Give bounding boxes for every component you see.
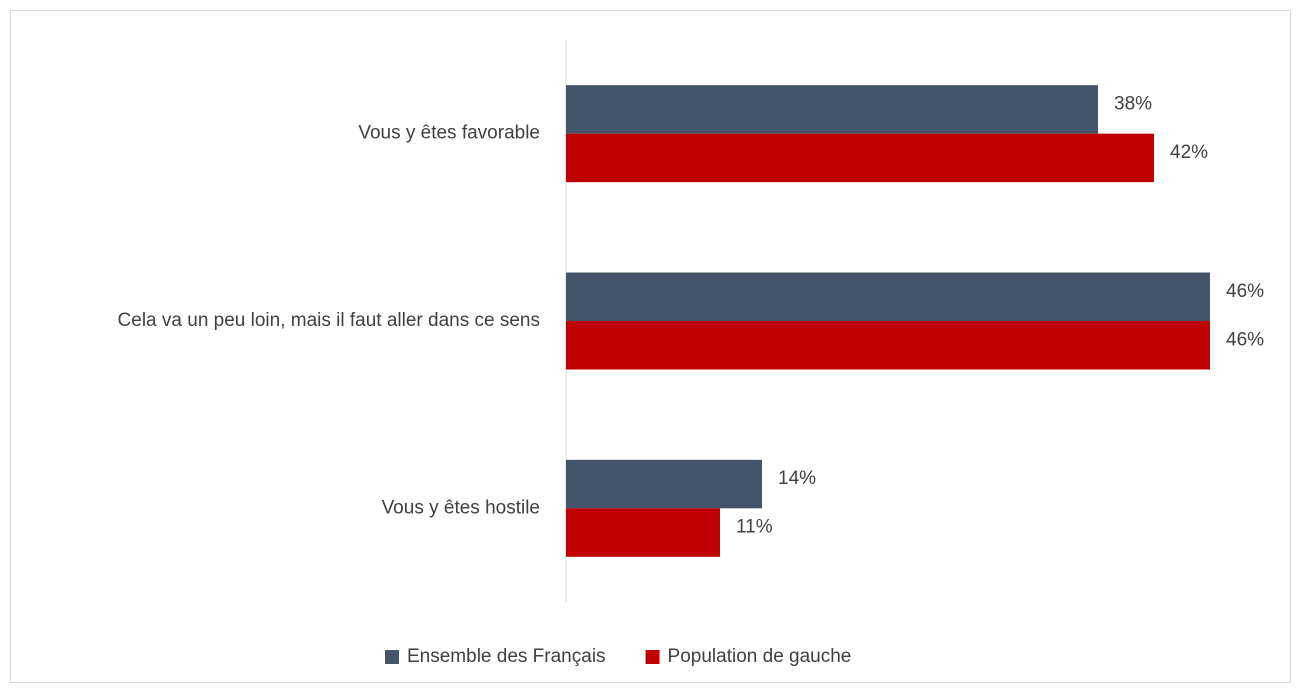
bar xyxy=(566,272,1210,321)
bar xyxy=(566,508,720,557)
bar xyxy=(566,133,1154,183)
bar xyxy=(566,459,762,509)
category-label: Vous y êtes favorable xyxy=(358,123,540,144)
value-label: 46% xyxy=(1226,329,1264,350)
value-label: 46% xyxy=(1226,281,1264,302)
category-label: Cela va un peu loin, mais il faut aller … xyxy=(118,310,540,331)
bar xyxy=(566,321,1210,370)
legend-swatch xyxy=(645,650,660,664)
value-label: 14% xyxy=(778,468,816,489)
legend-swatch xyxy=(385,650,399,664)
value-label: 42% xyxy=(1170,142,1208,163)
value-label: 38% xyxy=(1114,93,1152,114)
category-label: Vous y êtes hostile xyxy=(382,497,540,518)
legend-label: Population de gauche xyxy=(668,646,852,667)
legend-label: Ensemble des Français xyxy=(407,646,606,667)
value-label: 11% xyxy=(736,517,773,538)
bar xyxy=(566,85,1098,134)
